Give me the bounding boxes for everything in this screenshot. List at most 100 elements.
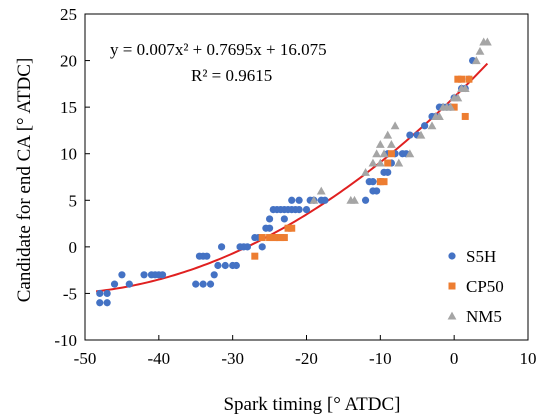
data-point <box>482 37 492 46</box>
data-point <box>103 289 111 298</box>
y-axis-title: Candidate for end CA [° ATDC] <box>14 58 35 303</box>
series-nm5 <box>309 37 492 204</box>
x-tick-label: 0 <box>450 349 459 368</box>
data-point <box>103 299 111 307</box>
data-point <box>158 271 167 279</box>
y-tick-label: -5 <box>63 284 77 303</box>
legend-entry-s5h: S5H <box>448 247 496 266</box>
data-point <box>361 167 370 176</box>
data-point <box>384 168 392 176</box>
data-point <box>302 206 311 214</box>
data-point <box>460 84 470 93</box>
data-point <box>203 252 211 260</box>
data-point <box>309 195 319 204</box>
data-point <box>280 215 288 223</box>
series-s5h <box>96 56 477 307</box>
legend-label: S5H <box>466 247 496 266</box>
data-point <box>372 149 382 158</box>
data-point <box>266 234 274 242</box>
data-point <box>251 252 259 260</box>
data-point <box>368 158 378 167</box>
data-point <box>125 280 133 288</box>
data-point <box>140 271 148 279</box>
data-point <box>321 196 329 204</box>
x-tick-label: -40 <box>147 349 170 368</box>
data-point <box>284 224 292 232</box>
x-tick-label: 10 <box>520 349 537 368</box>
data-point <box>421 122 429 130</box>
data-point <box>316 186 326 195</box>
fit-curve <box>95 62 489 293</box>
data-point <box>118 271 126 279</box>
data-point <box>214 261 222 270</box>
data-point <box>450 103 458 111</box>
y-tick-label: 15 <box>60 98 77 117</box>
data-point <box>375 140 385 148</box>
data-point <box>265 224 274 232</box>
legend-entry-cp50: CP50 <box>448 277 504 296</box>
points-layer <box>96 37 492 307</box>
data-point <box>280 234 288 242</box>
data-point <box>206 280 215 288</box>
data-point <box>454 75 462 83</box>
data-point <box>232 261 240 270</box>
x-tick-label: -50 <box>74 349 97 368</box>
data-point <box>435 112 444 120</box>
data-point <box>369 178 377 186</box>
data-point <box>458 75 466 83</box>
data-point <box>379 149 389 158</box>
series-cp50 <box>251 75 473 260</box>
x-axis-title: Spark timing [° ATDC] <box>223 394 400 415</box>
data-point <box>96 289 104 298</box>
data-point <box>387 140 396 148</box>
x-tick-label: -10 <box>369 349 392 368</box>
legend-label: CP50 <box>466 277 504 296</box>
data-point <box>288 196 296 204</box>
legend-label: NM5 <box>466 307 502 326</box>
x-tick-label: -30 <box>221 349 244 368</box>
data-point <box>375 158 385 167</box>
data-point <box>384 159 392 167</box>
data-point <box>288 224 296 232</box>
data-point <box>373 187 381 195</box>
data-point <box>269 234 277 242</box>
fit-r-squared: R² = 0.9615 <box>191 66 272 85</box>
data-point <box>243 243 252 251</box>
data-point <box>453 93 463 102</box>
data-point <box>210 271 218 279</box>
data-point <box>258 243 266 251</box>
y-tick-label: 5 <box>69 191 78 210</box>
x-tick-label: -20 <box>295 349 318 368</box>
data-point <box>446 102 455 111</box>
y-tick-label: 10 <box>60 145 77 164</box>
data-point <box>406 131 414 139</box>
data-point <box>217 243 226 251</box>
data-point <box>110 280 119 288</box>
data-point <box>361 196 370 204</box>
data-point <box>192 280 200 288</box>
data-point <box>380 178 388 186</box>
data-point <box>416 130 426 139</box>
data-point <box>258 234 266 242</box>
data-point <box>96 299 104 307</box>
data-point <box>471 56 481 65</box>
y-tick-label: 0 <box>69 238 78 257</box>
data-point <box>277 234 285 242</box>
fit-equation: y = 0.007x² + 0.7695x + 16.075 <box>110 40 327 59</box>
legend: S5H CP50 NM5 <box>447 247 504 326</box>
data-point <box>295 206 303 214</box>
data-point <box>383 130 393 139</box>
data-point <box>405 149 415 158</box>
data-point <box>376 178 384 186</box>
data-point <box>475 46 485 55</box>
data-point <box>265 215 274 223</box>
data-point <box>461 112 469 120</box>
data-point <box>221 261 229 270</box>
legend-marker <box>448 252 456 260</box>
data-point <box>427 121 437 130</box>
data-point <box>295 196 303 204</box>
y-tick-label: 20 <box>60 52 77 71</box>
data-point <box>390 121 400 130</box>
